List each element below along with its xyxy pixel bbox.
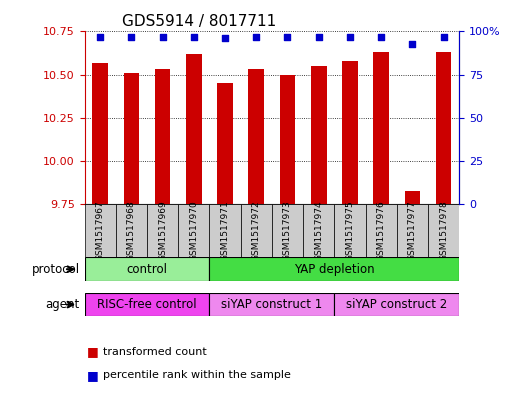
Bar	[85, 204, 116, 257]
Bar	[124, 73, 139, 204]
Bar	[334, 293, 459, 316]
Text: GSM1517976: GSM1517976	[377, 200, 386, 261]
Text: GSM1517973: GSM1517973	[283, 200, 292, 261]
Text: GSM1517970: GSM1517970	[189, 200, 199, 261]
Bar	[92, 62, 108, 204]
Point	[314, 33, 323, 40]
Bar	[179, 204, 209, 257]
Bar	[311, 66, 326, 204]
Bar	[209, 293, 334, 316]
Bar	[155, 70, 170, 204]
Bar	[85, 257, 209, 281]
Bar	[186, 54, 202, 204]
Text: transformed count: transformed count	[103, 347, 206, 357]
Point	[440, 33, 448, 40]
Bar	[303, 204, 334, 257]
Text: GSM1517969: GSM1517969	[158, 200, 167, 261]
Bar	[209, 257, 459, 281]
Bar	[280, 75, 295, 204]
Point	[283, 33, 291, 40]
Bar	[85, 293, 209, 316]
Text: GSM1517978: GSM1517978	[439, 200, 448, 261]
Bar	[147, 204, 179, 257]
Bar	[116, 204, 147, 257]
Bar	[436, 52, 451, 204]
Text: GSM1517968: GSM1517968	[127, 200, 136, 261]
Text: percentile rank within the sample: percentile rank within the sample	[103, 370, 290, 380]
Text: control: control	[127, 263, 168, 276]
Point	[190, 33, 198, 40]
Point	[346, 33, 354, 40]
Point	[377, 33, 385, 40]
Bar	[248, 70, 264, 204]
Text: GSM1517977: GSM1517977	[408, 200, 417, 261]
Text: siYAP construct 1: siYAP construct 1	[221, 298, 323, 311]
Bar	[209, 204, 241, 257]
Bar	[428, 204, 459, 257]
Text: siYAP construct 2: siYAP construct 2	[346, 298, 447, 311]
Point	[159, 33, 167, 40]
Bar	[405, 191, 420, 204]
Text: GSM1517974: GSM1517974	[314, 200, 323, 261]
Text: agent: agent	[45, 298, 80, 311]
Point	[408, 40, 417, 47]
Point	[252, 33, 261, 40]
Bar	[342, 61, 358, 204]
Point	[127, 33, 135, 40]
Bar	[241, 204, 272, 257]
Text: ■: ■	[87, 369, 99, 382]
Text: protocol: protocol	[31, 263, 80, 276]
Text: GSM1517972: GSM1517972	[252, 200, 261, 261]
Text: YAP depletion: YAP depletion	[294, 263, 374, 276]
Text: RISC-free control: RISC-free control	[97, 298, 197, 311]
Text: GSM1517975: GSM1517975	[345, 200, 354, 261]
Bar	[373, 52, 389, 204]
Point	[96, 33, 104, 40]
Bar	[218, 83, 233, 204]
Bar	[334, 204, 365, 257]
Point	[221, 35, 229, 42]
Bar	[397, 204, 428, 257]
Text: GDS5914 / 8017711: GDS5914 / 8017711	[122, 14, 277, 29]
Text: ■: ■	[87, 345, 99, 358]
Text: GSM1517971: GSM1517971	[221, 200, 230, 261]
Bar	[365, 204, 397, 257]
Text: GSM1517967: GSM1517967	[96, 200, 105, 261]
Bar	[272, 204, 303, 257]
